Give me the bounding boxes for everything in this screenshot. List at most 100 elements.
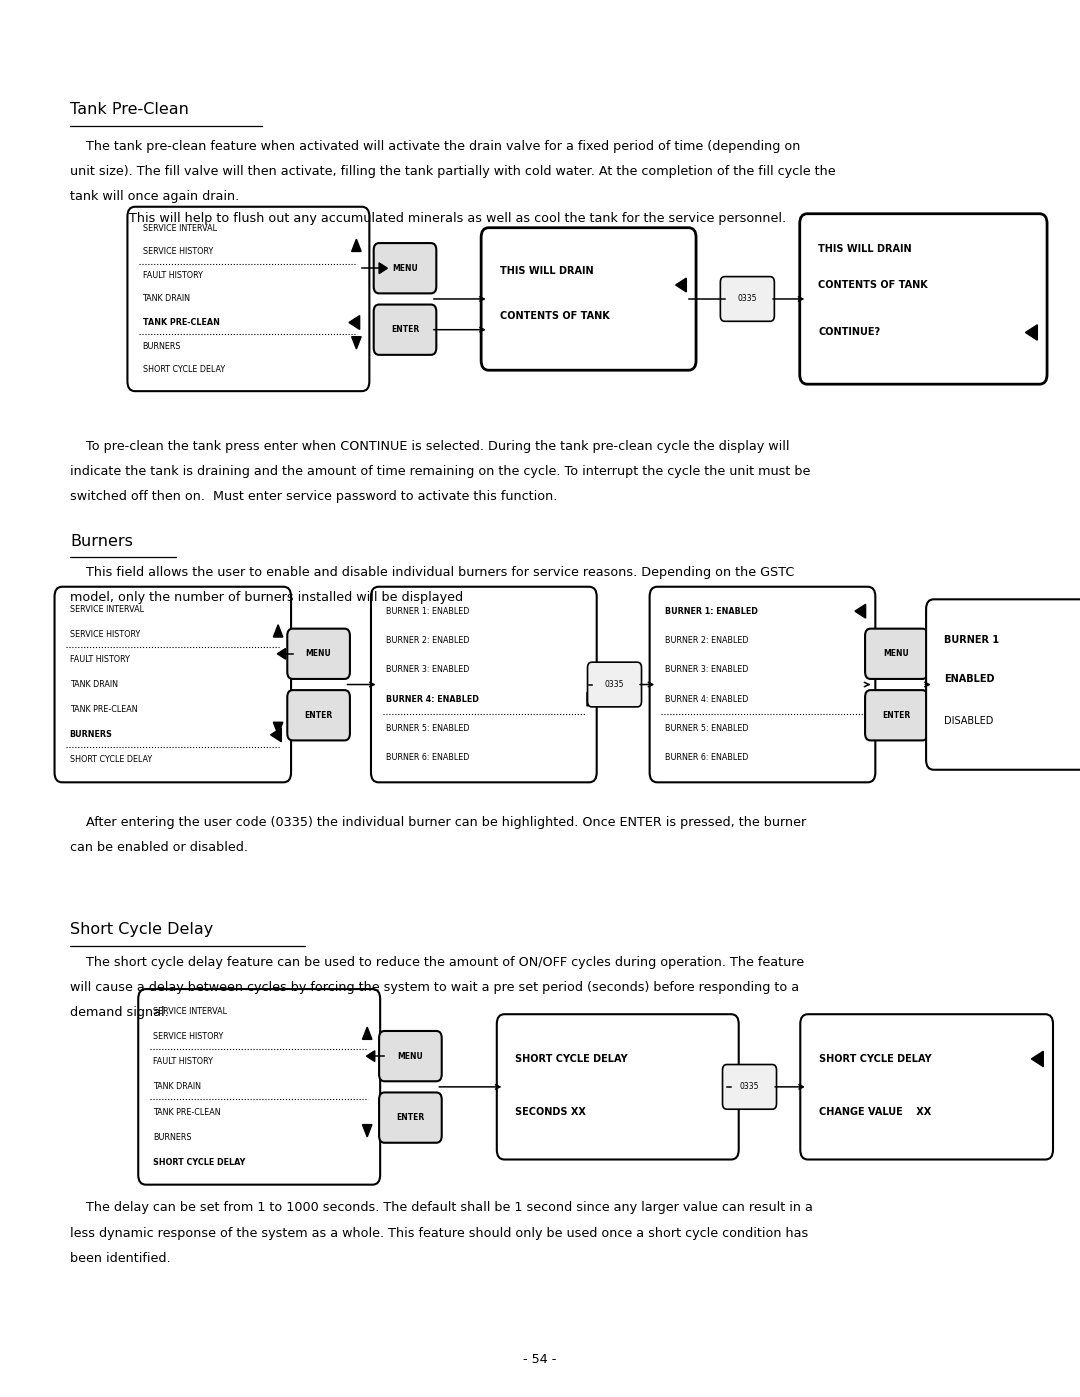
Text: tank will once again drain.: tank will once again drain. bbox=[70, 190, 240, 203]
Text: BURNER 5: ENABLED: BURNER 5: ENABLED bbox=[664, 724, 748, 733]
Polygon shape bbox=[676, 278, 687, 292]
Text: BURNERS: BURNERS bbox=[70, 731, 112, 739]
Text: After entering the user code (0335) the individual burner can be highlighted. On: After entering the user code (0335) the … bbox=[70, 816, 807, 828]
Text: BURNER 4: ENABLED: BURNER 4: ENABLED bbox=[664, 694, 748, 704]
Text: BURNER 1: ENABLED: BURNER 1: ENABLED bbox=[664, 606, 757, 616]
Text: 0335: 0335 bbox=[605, 680, 624, 689]
Text: MENU: MENU bbox=[397, 1052, 423, 1060]
Polygon shape bbox=[588, 693, 597, 705]
Text: CHANGE VALUE    XX: CHANGE VALUE XX bbox=[819, 1106, 931, 1118]
Text: 0335: 0335 bbox=[740, 1083, 759, 1091]
FancyBboxPatch shape bbox=[482, 228, 697, 370]
Text: SECONDS XX: SECONDS XX bbox=[515, 1106, 586, 1118]
Text: BURNER 3: ENABLED: BURNER 3: ENABLED bbox=[387, 665, 470, 675]
Polygon shape bbox=[271, 728, 282, 742]
Text: THIS WILL DRAIN: THIS WILL DRAIN bbox=[819, 243, 912, 254]
Text: SERVICE HISTORY: SERVICE HISTORY bbox=[153, 1032, 224, 1041]
Text: BURNER 2: ENABLED: BURNER 2: ENABLED bbox=[387, 636, 470, 645]
Text: BURNER 1: BURNER 1 bbox=[944, 634, 1000, 645]
Text: SERVICE HISTORY: SERVICE HISTORY bbox=[143, 247, 213, 257]
Text: ENTER: ENTER bbox=[882, 711, 910, 719]
FancyBboxPatch shape bbox=[723, 1065, 777, 1109]
FancyBboxPatch shape bbox=[379, 1092, 442, 1143]
Text: - 54 -: - 54 - bbox=[524, 1354, 556, 1366]
Text: Tank Pre-Clean: Tank Pre-Clean bbox=[70, 102, 189, 117]
Text: FAULT HISTORY: FAULT HISTORY bbox=[143, 271, 202, 279]
Polygon shape bbox=[1026, 326, 1037, 341]
Polygon shape bbox=[363, 1125, 372, 1137]
Text: BURNER 2: ENABLED: BURNER 2: ENABLED bbox=[664, 636, 748, 645]
Text: MENU: MENU bbox=[392, 264, 418, 272]
Text: BURNER 3: ENABLED: BURNER 3: ENABLED bbox=[664, 665, 748, 675]
Text: The short cycle delay feature can be used to reduce the amount of ON/OFF cycles : The short cycle delay feature can be use… bbox=[70, 956, 805, 968]
FancyBboxPatch shape bbox=[138, 989, 380, 1185]
Text: TANK PRE-CLEAN: TANK PRE-CLEAN bbox=[70, 705, 137, 714]
FancyBboxPatch shape bbox=[926, 599, 1080, 770]
FancyBboxPatch shape bbox=[55, 587, 292, 782]
Text: TANK PRE-CLEAN: TANK PRE-CLEAN bbox=[153, 1108, 221, 1116]
Text: This will help to flush out any accumulated minerals as well as cool the tank fo: This will help to flush out any accumula… bbox=[113, 212, 786, 225]
Text: BURNER 1: ENABLED: BURNER 1: ENABLED bbox=[387, 606, 470, 616]
FancyBboxPatch shape bbox=[800, 1014, 1053, 1160]
Polygon shape bbox=[352, 239, 361, 251]
Text: CONTENTS OF TANK: CONTENTS OF TANK bbox=[499, 310, 609, 321]
Text: MENU: MENU bbox=[883, 650, 909, 658]
Text: less dynamic response of the system as a whole. This feature should only be used: less dynamic response of the system as a… bbox=[70, 1227, 808, 1239]
FancyBboxPatch shape bbox=[127, 207, 369, 391]
Polygon shape bbox=[352, 337, 361, 349]
FancyBboxPatch shape bbox=[865, 629, 928, 679]
FancyBboxPatch shape bbox=[720, 277, 774, 321]
Text: ENTER: ENTER bbox=[305, 711, 333, 719]
Polygon shape bbox=[366, 1051, 375, 1062]
Text: SHORT CYCLE DELAY: SHORT CYCLE DELAY bbox=[515, 1053, 627, 1065]
Text: BURNER 4: ENABLED: BURNER 4: ENABLED bbox=[387, 694, 478, 704]
Text: been identified.: been identified. bbox=[70, 1252, 171, 1264]
FancyBboxPatch shape bbox=[799, 214, 1048, 384]
Text: Short Cycle Delay: Short Cycle Delay bbox=[70, 922, 213, 937]
Text: The delay can be set from 1 to 1000 seconds. The default shall be 1 second since: The delay can be set from 1 to 1000 seco… bbox=[70, 1201, 813, 1214]
Text: model, only the number of burners installed will be displayed: model, only the number of burners instal… bbox=[70, 591, 463, 604]
Text: BURNERS: BURNERS bbox=[153, 1133, 192, 1141]
FancyBboxPatch shape bbox=[287, 629, 350, 679]
Text: FAULT HISTORY: FAULT HISTORY bbox=[70, 655, 130, 664]
Polygon shape bbox=[273, 722, 283, 735]
FancyBboxPatch shape bbox=[372, 587, 597, 782]
Polygon shape bbox=[278, 648, 285, 659]
Text: BURNER 5: ENABLED: BURNER 5: ENABLED bbox=[387, 724, 470, 733]
Text: DISABLED: DISABLED bbox=[944, 715, 994, 726]
Text: 0335: 0335 bbox=[738, 295, 757, 303]
Text: BURNERS: BURNERS bbox=[143, 341, 181, 351]
Text: TANK PRE-CLEAN: TANK PRE-CLEAN bbox=[143, 319, 219, 327]
Text: BURNER 6: ENABLED: BURNER 6: ENABLED bbox=[664, 753, 748, 763]
Text: THIS WILL DRAIN: THIS WILL DRAIN bbox=[499, 265, 593, 277]
FancyBboxPatch shape bbox=[588, 662, 642, 707]
Text: FAULT HISTORY: FAULT HISTORY bbox=[153, 1058, 213, 1066]
Text: will cause a delay between cycles by forcing the system to wait a pre set period: will cause a delay between cycles by for… bbox=[70, 981, 799, 993]
Text: SERVICE INTERVAL: SERVICE INTERVAL bbox=[153, 1007, 228, 1016]
FancyBboxPatch shape bbox=[379, 1031, 442, 1081]
Text: ENTER: ENTER bbox=[396, 1113, 424, 1122]
Text: SHORT CYCLE DELAY: SHORT CYCLE DELAY bbox=[70, 756, 152, 764]
FancyBboxPatch shape bbox=[287, 690, 350, 740]
Text: SHORT CYCLE DELAY: SHORT CYCLE DELAY bbox=[153, 1158, 246, 1166]
Text: The tank pre-clean feature when activated will activate the drain valve for a fi: The tank pre-clean feature when activate… bbox=[70, 140, 800, 152]
Text: SERVICE INTERVAL: SERVICE INTERVAL bbox=[143, 224, 217, 233]
Text: ENTER: ENTER bbox=[391, 326, 419, 334]
Text: unit size). The fill valve will then activate, filling the tank partially with c: unit size). The fill valve will then act… bbox=[70, 165, 836, 177]
FancyBboxPatch shape bbox=[865, 690, 928, 740]
Text: can be enabled or disabled.: can be enabled or disabled. bbox=[70, 841, 248, 854]
FancyBboxPatch shape bbox=[374, 243, 436, 293]
Text: CONTINUE?: CONTINUE? bbox=[819, 327, 880, 338]
Text: switched off then on.  Must enter service password to activate this function.: switched off then on. Must enter service… bbox=[70, 490, 557, 503]
Text: TANK DRAIN: TANK DRAIN bbox=[143, 295, 190, 303]
FancyBboxPatch shape bbox=[497, 1014, 739, 1160]
Text: MENU: MENU bbox=[306, 650, 332, 658]
Text: SERVICE HISTORY: SERVICE HISTORY bbox=[70, 630, 140, 638]
Text: This field allows the user to enable and disable individual burners for service : This field allows the user to enable and… bbox=[70, 566, 795, 578]
Polygon shape bbox=[855, 605, 866, 617]
Text: Burners: Burners bbox=[70, 534, 133, 549]
Text: demand signal.: demand signal. bbox=[70, 1006, 168, 1018]
Polygon shape bbox=[363, 1027, 372, 1039]
Text: To pre-clean the tank press enter when CONTINUE is selected. During the tank pre: To pre-clean the tank press enter when C… bbox=[70, 440, 789, 453]
Text: SHORT CYCLE DELAY: SHORT CYCLE DELAY bbox=[819, 1053, 931, 1065]
